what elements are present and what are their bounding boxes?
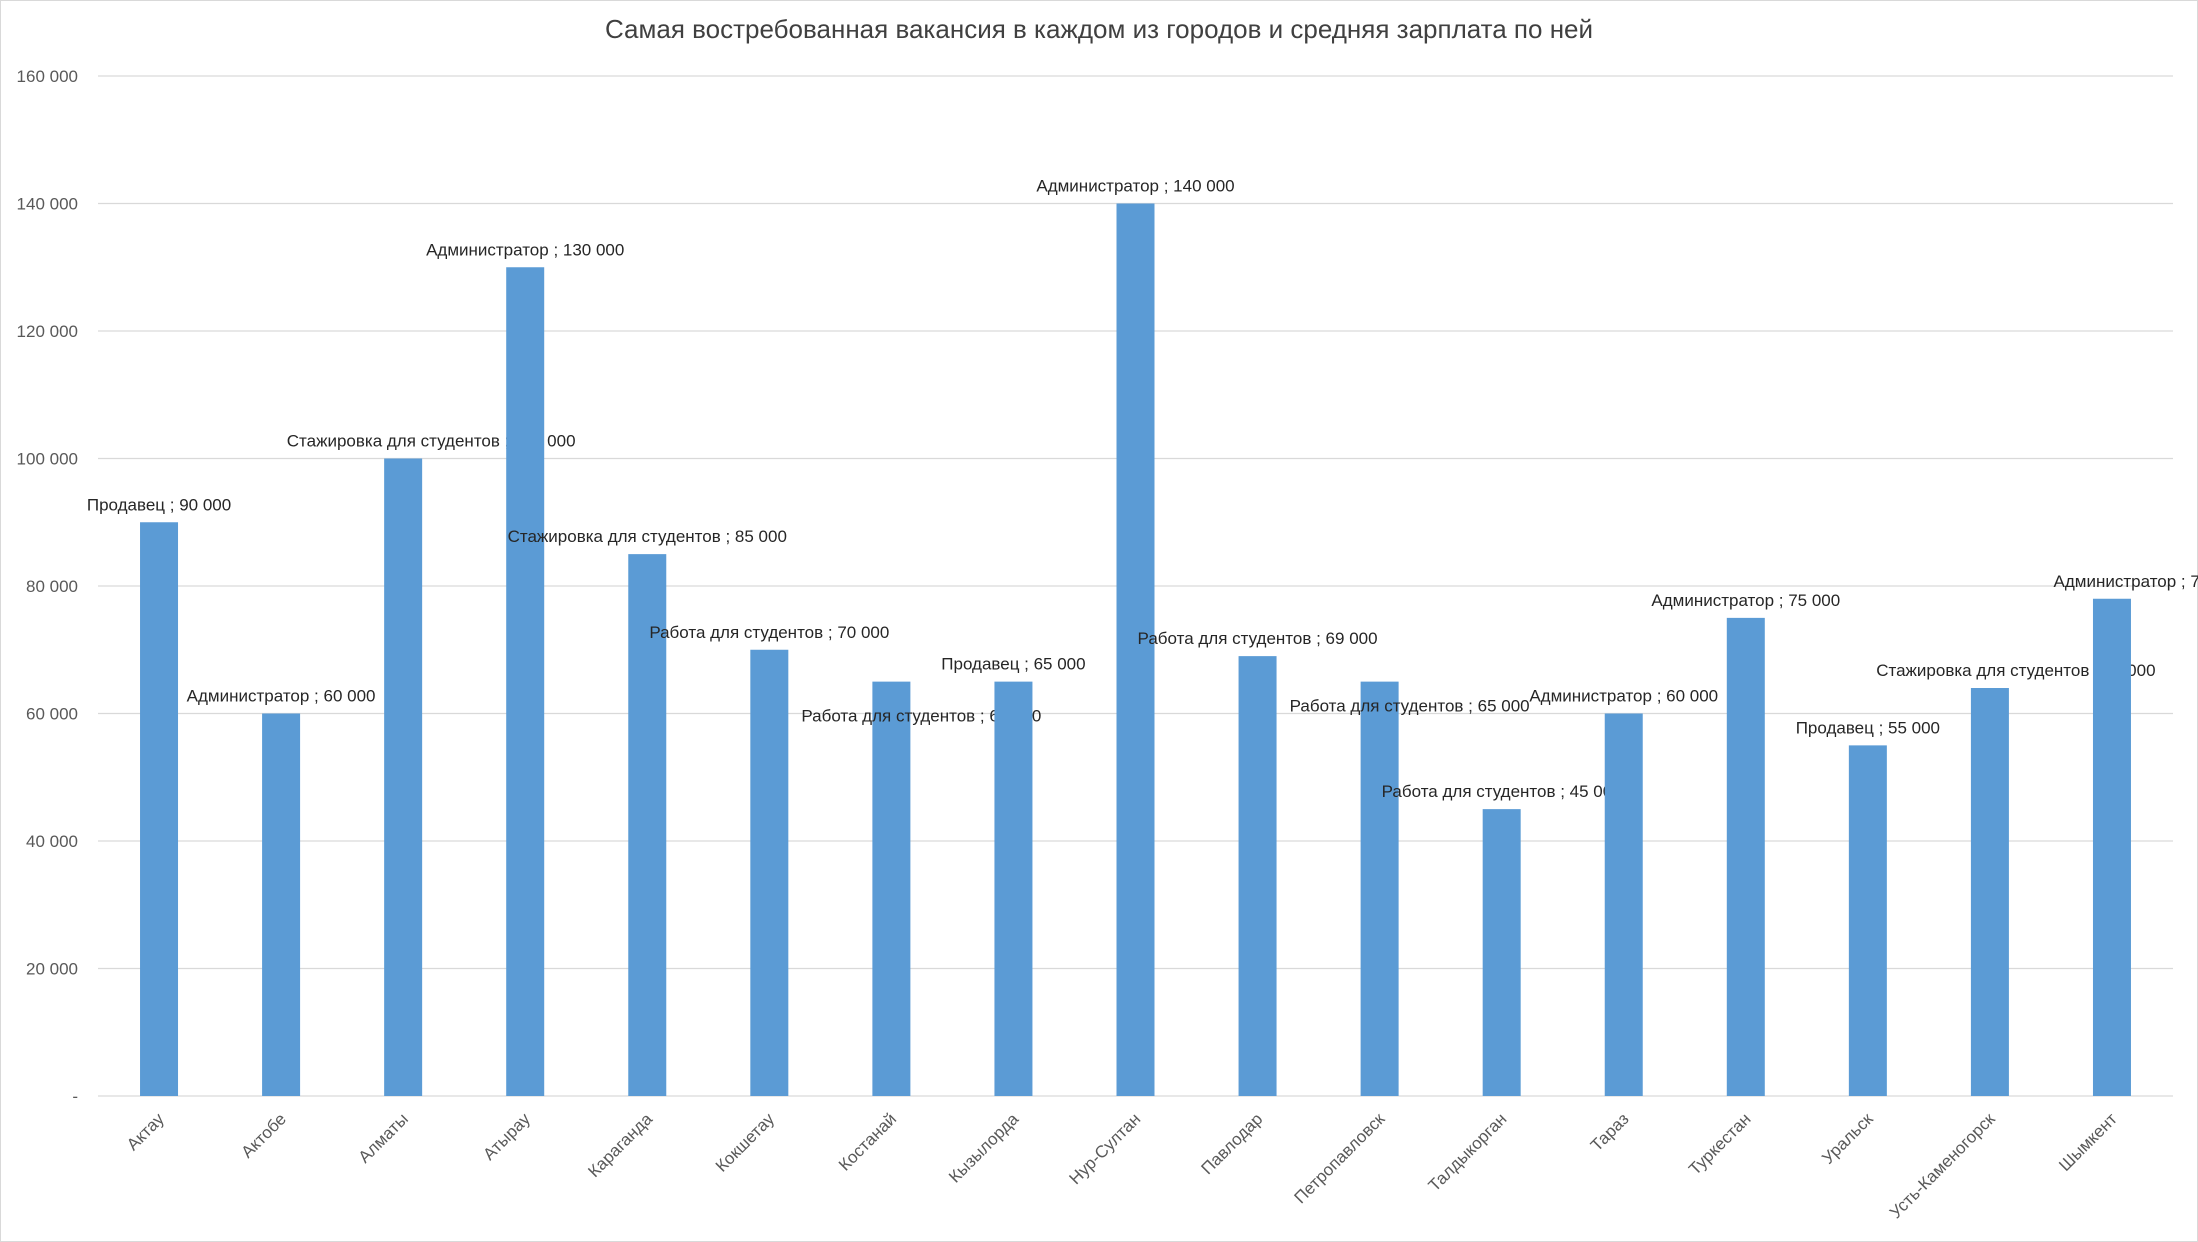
- data-label: Продавец ; 65 000: [941, 655, 1085, 674]
- bar: [994, 681, 1033, 1096]
- x-tick-label: Караганда: [584, 1109, 656, 1181]
- bar: [262, 713, 301, 1096]
- bar: [1482, 809, 1521, 1096]
- y-tick-label: -: [72, 1087, 78, 1106]
- y-tick-label: 160 000: [17, 67, 78, 86]
- data-label: Работа для студентов ; 65 000: [801, 707, 1041, 726]
- bar: [1970, 688, 2009, 1096]
- x-tick-label: Тараз: [1587, 1109, 1633, 1155]
- chart-title: Самая востребованная вакансия в каждом и…: [604, 14, 1594, 44]
- x-tick-label: Талдыкорган: [1425, 1109, 1511, 1195]
- y-tick-label: 80 000: [26, 577, 78, 596]
- data-label: Продавец ; 55 000: [1796, 718, 1940, 737]
- bar: [1238, 656, 1277, 1096]
- x-tick-label: Петропавловск: [1291, 1109, 1389, 1207]
- data-label: Работа для студентов ; 65 000: [1290, 697, 1530, 716]
- data-label: Стажировка для студентов ; 64 000: [1876, 661, 2155, 680]
- bar: [506, 267, 545, 1096]
- data-label: Администратор ; 78 000: [2054, 572, 2198, 591]
- x-tick-label: Павлодар: [1198, 1109, 1267, 1178]
- x-tick-label: Усть-Каменогорск: [1886, 1109, 1999, 1222]
- data-label: Администратор ; 140 000: [1036, 177, 1234, 196]
- x-tick-label: Кызылорда: [945, 1109, 1023, 1187]
- bar: [872, 681, 911, 1096]
- data-label: Стажировка для студентов ; 100 000: [287, 432, 576, 451]
- bar: [750, 649, 789, 1096]
- x-tick-label: Уральск: [1818, 1109, 1877, 1168]
- bar: [384, 458, 423, 1096]
- x-tick-label: Шымкент: [2055, 1109, 2121, 1175]
- data-label: Стажировка для студентов ; 85 000: [508, 527, 787, 546]
- bar: [1360, 681, 1399, 1096]
- data-label: Администратор ; 130 000: [426, 240, 624, 259]
- bar: [140, 522, 179, 1096]
- y-tick-label: 60 000: [26, 705, 78, 724]
- data-label: Работа для студентов ; 70 000: [649, 623, 889, 642]
- y-tick-label: 100 000: [17, 450, 78, 469]
- x-tick-label: Костанай: [835, 1109, 900, 1174]
- x-tick-label: Нур-Султан: [1066, 1109, 1145, 1188]
- bar: [1116, 203, 1155, 1096]
- data-label: Работа для студентов ; 45 000: [1382, 782, 1622, 801]
- y-tick-label: 140 000: [17, 195, 78, 214]
- x-tick-label: Кокшетау: [712, 1109, 779, 1176]
- x-tick-label: Туркестан: [1685, 1109, 1754, 1178]
- data-label: Работа для студентов ; 69 000: [1138, 629, 1378, 648]
- data-label: Продавец ; 90 000: [87, 495, 231, 514]
- x-tick-label: Актобе: [238, 1109, 290, 1161]
- x-tick-label: Актау: [123, 1109, 168, 1154]
- y-tick-label: 40 000: [26, 832, 78, 851]
- x-tick-label: Атырау: [479, 1109, 534, 1164]
- bar: [1726, 617, 1765, 1096]
- data-label: Администратор ; 60 000: [187, 687, 376, 706]
- data-label: Администратор ; 75 000: [1651, 591, 1840, 610]
- bar: [1848, 745, 1887, 1096]
- y-tick-label: 120 000: [17, 322, 78, 341]
- bar: [628, 554, 667, 1096]
- data-label: Администратор ; 60 000: [1529, 687, 1718, 706]
- bar: [1604, 713, 1643, 1096]
- y-tick-label: 20 000: [26, 960, 78, 979]
- x-tick-label: Алматы: [355, 1109, 412, 1166]
- bar: [2092, 598, 2131, 1096]
